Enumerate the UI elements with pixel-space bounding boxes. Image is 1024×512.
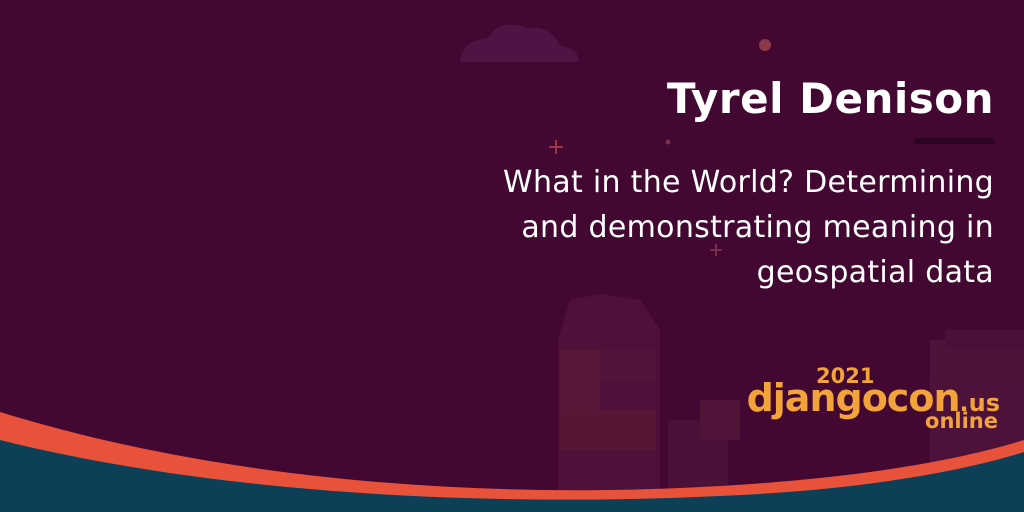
logo-year: 2021 bbox=[816, 364, 875, 388]
logo-tld: .us bbox=[959, 389, 1001, 417]
navy-wave-shape bbox=[0, 440, 1024, 512]
logo-brand: djangocon.us bbox=[747, 378, 1000, 423]
sparkle-icon bbox=[710, 244, 722, 256]
dot-shape bbox=[665, 139, 671, 145]
talk-title: What in the World? Determining and demon… bbox=[503, 165, 994, 290]
speaker-name: Tyrel Denison bbox=[666, 74, 994, 123]
sparkle-icon bbox=[549, 140, 563, 154]
logo-brand-name: djangocon bbox=[746, 376, 961, 420]
logo-edition: online bbox=[925, 409, 998, 433]
title-divider bbox=[914, 138, 994, 144]
dot-shape bbox=[759, 39, 771, 51]
djangocon-logo: 2021 djangocon.us online bbox=[747, 364, 1000, 434]
cloud-shape bbox=[460, 24, 579, 63]
